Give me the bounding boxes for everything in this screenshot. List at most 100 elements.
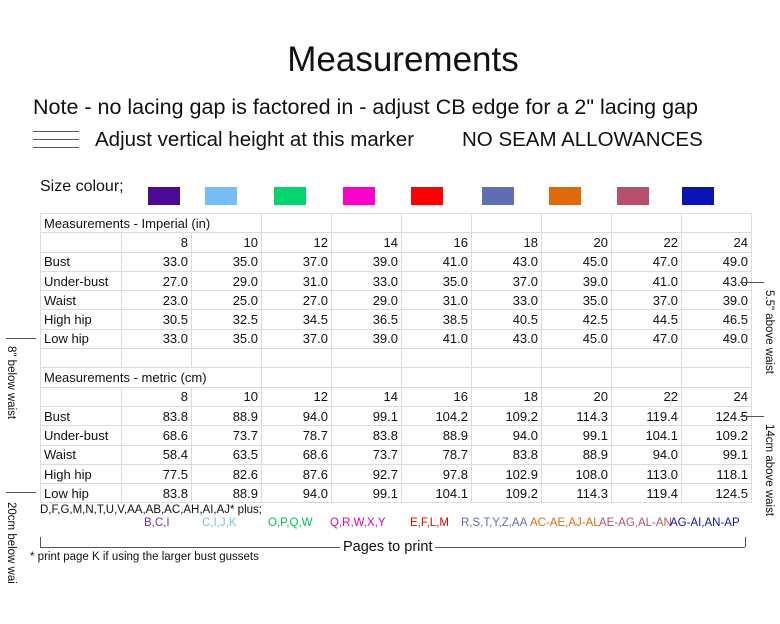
measurement-value: 36.5 xyxy=(331,309,402,330)
measurement-value: 124.5 xyxy=(681,483,752,504)
measurement-value: 49.0 xyxy=(681,328,752,350)
row-label: High hip xyxy=(40,463,122,485)
measurement-value: 37.0 xyxy=(611,290,682,311)
measurement-value: 94.0 xyxy=(261,483,332,504)
table-row: Bust 33.0 35.0 37.0 39.0 41.0 43.0 45.0 47.0 49.0 xyxy=(40,251,752,272)
size-header: 10 xyxy=(191,386,262,407)
empty-cell xyxy=(541,348,612,369)
page-title: Measurements xyxy=(287,40,519,79)
empty-cell xyxy=(331,212,402,234)
marker-line xyxy=(33,131,79,132)
measurement-value: 78.7 xyxy=(261,425,332,446)
measurement-value: 88.9 xyxy=(541,444,612,465)
empty-cell xyxy=(471,367,542,388)
measurement-value: 47.0 xyxy=(611,328,682,350)
measurement-value: 83.8 xyxy=(331,425,402,446)
pages-to-print-label: Pages to print xyxy=(340,539,436,555)
row-label: Bust xyxy=(40,251,122,272)
measurement-value: 45.0 xyxy=(541,328,612,350)
side-marker-line xyxy=(6,338,36,339)
measurement-value: 99.1 xyxy=(541,425,612,446)
measurement-value: 33.0 xyxy=(121,251,192,272)
measurement-value: 114.3 xyxy=(541,405,612,427)
size-header-row: 8 10 12 14 16 18 20 22 24 xyxy=(40,386,752,407)
side-note-left-bottom: 20cm below wai xyxy=(5,502,17,584)
size-header-row: 8 10 12 14 16 18 20 22 24 xyxy=(40,232,752,253)
measurement-value: 104.1 xyxy=(611,425,682,446)
empty-cell xyxy=(261,212,332,234)
empty-cell xyxy=(681,212,752,234)
side-note-right-top: 5.5" above waist xyxy=(763,290,775,374)
page-group: E,F,L,M xyxy=(410,517,449,529)
pages-list: D,F,G,M,N,T,U,V,AA,AB,AC,AH,AI,AJ* plus; xyxy=(40,504,262,516)
measurement-value: 42.5 xyxy=(541,309,612,330)
size-header: 18 xyxy=(471,386,542,407)
no-seam-text: NO SEAM ALLOWANCES xyxy=(462,128,703,151)
measurement-value: 39.0 xyxy=(331,251,402,272)
measurement-value: 37.0 xyxy=(261,251,332,272)
measurement-value: 63.5 xyxy=(191,444,262,465)
section-heading: Measurements - metric (cm) xyxy=(40,367,262,388)
measurement-value: 35.0 xyxy=(401,270,472,292)
spacer-row xyxy=(40,348,752,369)
table-row: Under-bust 27.0 29.0 31.0 33.0 35.0 37.0 39.0 41… xyxy=(40,270,752,292)
page-group: B,C,I xyxy=(144,517,170,529)
size-header: 22 xyxy=(611,386,682,407)
size-header: 16 xyxy=(401,386,472,407)
size-header: 24 xyxy=(681,386,752,407)
measurement-value: 58.4 xyxy=(121,444,192,465)
measurement-value: 38.5 xyxy=(401,309,472,330)
section-heading: Measurements - Imperial (in) xyxy=(40,212,262,234)
page-group: AE-AG,AL-AN xyxy=(599,517,672,529)
empty-cell xyxy=(681,348,752,369)
empty-cell xyxy=(541,212,612,234)
page-group: R,S,T,Y,Z,AA xyxy=(461,517,528,529)
table-row: Low hip 83.8 88.9 94.0 99.1 104.1 109.2 114.3 11… xyxy=(40,483,752,504)
size-header: 22 xyxy=(611,232,682,253)
measurement-value: 88.9 xyxy=(191,405,262,427)
size-colour-swatch xyxy=(148,187,180,205)
size-header: 20 xyxy=(541,232,612,253)
measurement-value: 99.1 xyxy=(331,483,402,504)
measurement-value: 113.0 xyxy=(611,463,682,485)
page-group: C,I,J,K xyxy=(202,517,237,529)
row-label: Bust xyxy=(40,405,122,427)
measurement-value: 119.4 xyxy=(611,405,682,427)
empty-cell xyxy=(401,348,472,369)
size-header: 8 xyxy=(121,386,192,407)
measurement-value: 31.0 xyxy=(261,270,332,292)
measurement-value: 43.0 xyxy=(471,251,542,272)
table-row: High hip 77.5 82.6 87.6 92.7 97.8 102.9 108.0 11… xyxy=(40,463,752,485)
measurement-value: 77.5 xyxy=(121,463,192,485)
measurement-value: 33.0 xyxy=(331,270,402,292)
measurement-value: 88.9 xyxy=(191,483,262,504)
measurement-value: 68.6 xyxy=(261,444,332,465)
measurement-value: 99.1 xyxy=(331,405,402,427)
empty-cell xyxy=(611,212,682,234)
size-header: 8 xyxy=(121,232,192,253)
empty-cell xyxy=(40,232,122,253)
measurement-value: 47.0 xyxy=(611,251,682,272)
measurement-value: 92.7 xyxy=(331,463,402,485)
measurement-value: 29.0 xyxy=(191,270,262,292)
measurement-value: 41.0 xyxy=(401,328,472,350)
measurement-value: 37.0 xyxy=(261,328,332,350)
print-note: * print page K if using the larger bust … xyxy=(30,551,259,563)
measurement-value: 49.0 xyxy=(681,251,752,272)
empty-cell xyxy=(611,367,682,388)
measurement-value: 39.0 xyxy=(541,270,612,292)
side-note-right-bottom: 14cm above waist xyxy=(763,424,775,517)
side-marker-line xyxy=(740,282,764,283)
measurements-table: Measurements - Imperial (in) 8 10 12 14 16 18 2… xyxy=(40,212,752,504)
measurement-value: 35.0 xyxy=(541,290,612,311)
measurement-value: 29.0 xyxy=(331,290,402,311)
measurement-value: 33.0 xyxy=(471,290,542,311)
size-colour-swatch xyxy=(682,187,714,205)
measurement-value: 34.5 xyxy=(261,309,332,330)
lacing-note: Note - no lacing gap is factored in - ad… xyxy=(33,95,698,119)
side-marker-line xyxy=(6,492,36,493)
section-heading-row: Measurements - Imperial (in) xyxy=(40,212,752,234)
measurement-value: 40.5 xyxy=(471,309,542,330)
table-row: Bust 83.8 88.9 94.0 99.1 104.2 109.2 114.3 119.4… xyxy=(40,405,752,427)
marker-line xyxy=(33,139,79,140)
